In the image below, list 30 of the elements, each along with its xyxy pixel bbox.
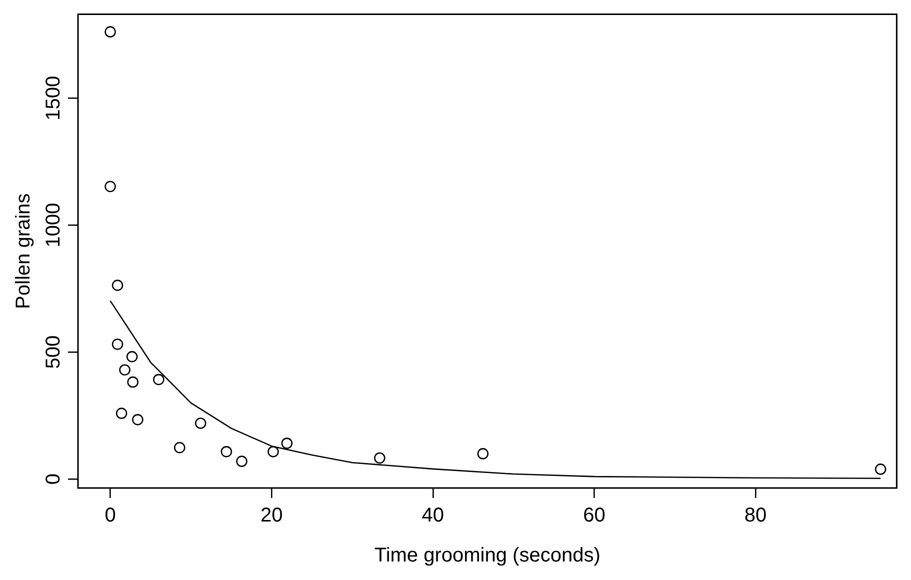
point: [281, 438, 293, 449]
x-tick-label: 80: [744, 504, 767, 527]
point: [874, 464, 886, 475]
point: [220, 446, 232, 458]
point: [236, 456, 248, 467]
point: [153, 374, 164, 386]
point: [132, 414, 144, 426]
x-tick-label: 0: [104, 504, 116, 527]
point: [119, 364, 130, 376]
x-tick-label: 60: [583, 504, 606, 527]
point: [477, 448, 489, 460]
point: [194, 418, 206, 429]
y-tick-label: 1500: [42, 76, 65, 120]
x-tick-label: 40: [422, 504, 444, 527]
point: [104, 180, 116, 192]
y-tick-label: 500: [42, 335, 65, 369]
point: [116, 408, 128, 419]
x-axis-title: Time grooming (seconds): [374, 544, 600, 567]
point: [127, 376, 138, 388]
point: [126, 351, 138, 362]
x-tick-label: 20: [260, 504, 283, 527]
y-tick-label: 0: [42, 474, 65, 485]
y-tick-label: 1000: [42, 202, 65, 248]
y-axis-title: Pollen grains: [12, 193, 35, 309]
point: [268, 446, 279, 458]
point: [174, 442, 186, 454]
point: [112, 280, 124, 291]
point: [374, 452, 386, 464]
point: [112, 338, 124, 350]
point: [104, 26, 116, 38]
